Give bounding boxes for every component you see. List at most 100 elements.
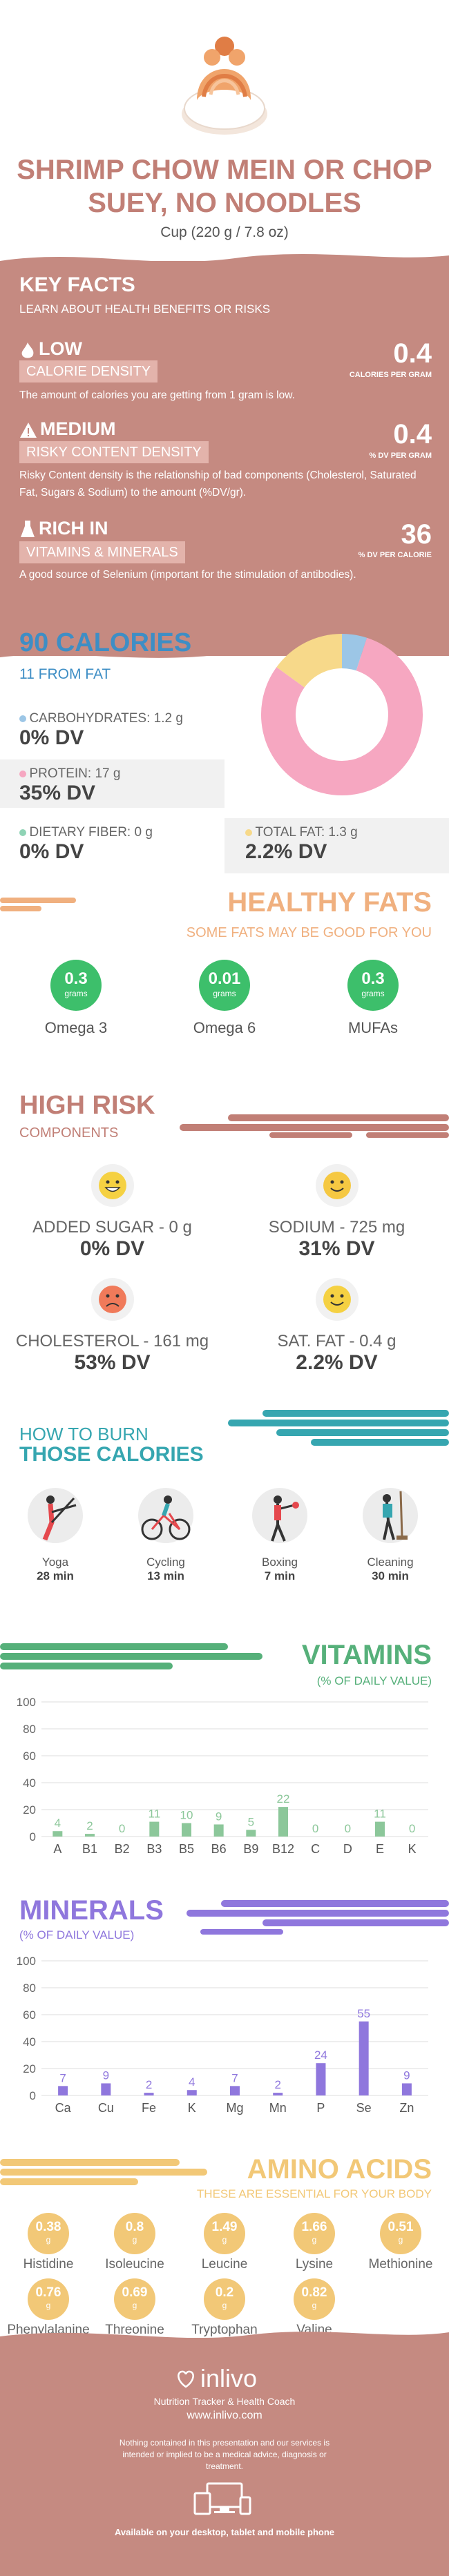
decor-stripes-left <box>0 2159 207 2185</box>
y-tick-label: 100 <box>17 1696 36 1709</box>
carbs-row: CARBOHYDRATES: 1.2 g 0% DV <box>19 711 183 750</box>
amino-label: Histidine <box>23 2257 74 2272</box>
omega3-label: Omega 3 <box>44 1019 108 1036</box>
healthy-fats-title: HEALTHY FATS <box>227 887 432 918</box>
amino-item: 0.8 g Isoleucine <box>90 2213 180 2272</box>
amino-item: 0.38 g Histidine <box>3 2213 93 2272</box>
decor-stripes-right <box>180 1114 449 1138</box>
mufa-label: MUFAs <box>347 1019 399 1036</box>
bar-value-label: 11 <box>374 1808 386 1821</box>
amino-unit: g <box>312 2235 317 2245</box>
omega3-badge: 0.3 grams <box>50 960 102 1011</box>
bar-Cu <box>101 2083 111 2095</box>
burn-label: Yoga <box>41 1556 69 1569</box>
fiber-dv: 0% DV <box>19 840 84 863</box>
amino-badge: 0.2 g <box>204 2278 245 2320</box>
bar-A <box>52 1831 63 1837</box>
bar-value-label: 11 <box>149 1808 161 1821</box>
fact-tag: RISKY CONTENT DENSITY <box>19 441 209 463</box>
bar-value-label: 7 <box>59 2071 66 2084</box>
protein-label: PROTEIN: 17 g <box>29 766 121 781</box>
fact-unit: % DV PER CALORIE <box>358 551 432 559</box>
fat-dv: 2.2% DV <box>245 840 327 863</box>
x-tick-label: Ca <box>55 2101 72 2115</box>
minerals-title: MINERALS <box>19 1895 164 1926</box>
fat-dot <box>245 829 252 836</box>
amino-unit: g <box>398 2235 403 2245</box>
y-tick-label: 40 <box>23 1776 36 1790</box>
burn-cleaning: Cleaning 30 min <box>349 1484 432 1583</box>
amino-value: 0.76 <box>35 2285 61 2300</box>
brand-name: inlivo <box>200 2364 258 2392</box>
footer <box>0 2341 449 2576</box>
cleaning-icon <box>363 1488 418 1543</box>
x-tick-label: B9 <box>243 1842 258 1856</box>
risk-label: SODIUM - 725 mg <box>268 1218 405 1237</box>
bar-value-label: 5 <box>248 1815 254 1828</box>
burn-boxing: Boxing 7 min <box>238 1484 321 1583</box>
risk-dv: 2.2% DV <box>296 1351 378 1374</box>
amino-value: 0.82 <box>301 2285 327 2300</box>
x-tick-label: D <box>343 1842 352 1856</box>
y-tick-label: 100 <box>17 1955 36 1968</box>
page-title: SHRIMP CHOW MEIN OR CHOP SUEY, NO NOODLE… <box>17 155 432 218</box>
fact-level: MEDIUM <box>40 418 116 439</box>
fat-row: TOTAL FAT: 1.3 g 2.2% DV <box>245 825 358 864</box>
amino-label: Tryptophan <box>191 2323 258 2337</box>
amino-item: 1.49 g Leucine <box>180 2213 269 2272</box>
calories-donut <box>261 634 423 795</box>
amino-item: 1.66 g Lysine <box>269 2213 359 2272</box>
amino-unit: g <box>222 2235 227 2245</box>
x-tick-label: Zn <box>399 2101 414 2115</box>
brand-url[interactable]: www.inlivo.com <box>187 2410 262 2421</box>
y-tick-label: 80 <box>23 1723 36 1736</box>
decor-stripes-left <box>0 898 76 911</box>
x-tick-label: E <box>376 1842 384 1856</box>
x-tick-label: C <box>311 1842 320 1856</box>
amino-label: Lysine <box>295 2257 334 2272</box>
decor-stripes-left <box>0 1643 262 1669</box>
vitamins-subtitle: (% OF DAILY VALUE) <box>316 1674 432 1687</box>
bar-B3 <box>149 1821 160 1837</box>
amino-value: 0.69 <box>122 2285 148 2300</box>
key-facts-title: KEY FACTS <box>19 273 135 296</box>
bar-value-label: 4 <box>55 1817 61 1830</box>
burn-label: Cleaning <box>367 1556 414 1569</box>
fact-unit: % DV PER GRAM <box>369 452 432 460</box>
amino-badge: 0.38 g <box>28 2213 69 2254</box>
fact-desc: Risky Content density is the relationshi… <box>19 469 417 498</box>
burn-cycling: Cycling 13 min <box>124 1484 207 1583</box>
x-tick-label: K <box>408 1842 417 1856</box>
bar-B5 <box>182 1823 191 1837</box>
x-tick-label: B2 <box>115 1842 130 1856</box>
bar-value-label: 22 <box>277 1792 290 1805</box>
y-tick-label: 0 <box>30 2089 36 2102</box>
fat-label: TOTAL FAT: 1.3 g <box>255 825 358 840</box>
risk-dv: 53% DV <box>74 1351 151 1374</box>
amino-value: 0.2 <box>215 2285 234 2300</box>
fact-value: 0.4 <box>393 338 432 369</box>
amino-badge: 0.51 g <box>380 2213 421 2254</box>
minerals-subtitle: (% OF DAILY VALUE) <box>19 1928 135 1941</box>
risk-label: CHOLESTEROL - 161 mg <box>15 1332 209 1350</box>
x-tick-label: B6 <box>211 1842 227 1856</box>
x-tick-label: K <box>188 2101 196 2115</box>
fact-desc: A good source of Selenium (important for… <box>19 569 356 581</box>
bar-B1 <box>85 1834 95 1837</box>
x-tick-label: B3 <box>146 1842 162 1856</box>
bar-Mn <box>273 2093 283 2095</box>
bar-E <box>375 1821 385 1837</box>
bar-value-label: 4 <box>189 2075 195 2089</box>
carbs-dot <box>19 715 26 722</box>
fact-desc: The amount of calories you are getting f… <box>19 389 295 401</box>
flask-icon <box>21 521 35 537</box>
risk-cholesterol: CHOLESTEROL - 161 mg 53% DV <box>0 1277 224 1375</box>
protein-row: PROTEIN: 17 g 35% DV <box>19 766 120 805</box>
bar-value-label: 9 <box>403 2069 410 2082</box>
bar-value-label: 2 <box>86 1819 93 1832</box>
carbs-label: CARBOHYDRATES: 1.2 g <box>29 711 183 726</box>
bar-value-label: 2 <box>274 2078 280 2091</box>
minerals-chart: 0 20 40 60 80 100 7 Ca 9 Cu 2 Fe 4 K 7 Mg 2 Mn 24 P 55 Se 9 Zn <box>17 1955 428 2115</box>
mufa-item: 0.3 grams MUFAs <box>335 960 411 1037</box>
amino-value: 0.38 <box>35 2220 61 2234</box>
